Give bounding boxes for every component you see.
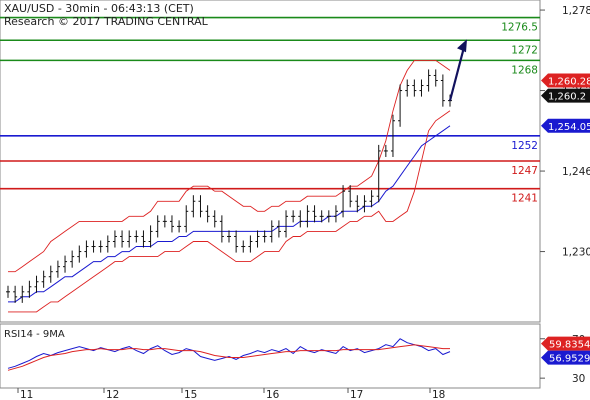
forecast-arrow-group bbox=[448, 39, 467, 101]
forecast-arrow-line bbox=[448, 46, 466, 101]
bollinger-lower-line bbox=[8, 110, 451, 313]
price-tag-ma bbox=[541, 118, 590, 133]
rsi-tag-rsi_ma bbox=[541, 336, 590, 351]
rsi-lines bbox=[7, 338, 451, 371]
level-label-1241: 1241 bbox=[511, 193, 538, 205]
levels: 1276.5 1272 1268 1252 1247 1241 bbox=[0, 16, 540, 205]
forecast-arrow-head bbox=[457, 39, 467, 53]
time-tick-label: 17 bbox=[350, 389, 363, 400]
time-tick-label: 15 bbox=[184, 389, 197, 400]
rsi-tick-label: 30 bbox=[572, 373, 585, 385]
bollinger-upper-line bbox=[8, 59, 451, 273]
price-tag-bollinger bbox=[541, 73, 590, 88]
price-tag-label-current: 1,260.2 bbox=[548, 92, 586, 103]
time-tick-label: 11 bbox=[20, 389, 33, 400]
level-label-1272: 1272 bbox=[511, 44, 538, 56]
copyright-text: Research © 2017 TRADING CENTRAL bbox=[4, 15, 209, 28]
price-tag-current bbox=[541, 88, 590, 103]
price-tick-label: 1,278 bbox=[562, 5, 590, 17]
price-tick-label: 1,230 bbox=[562, 247, 590, 259]
rsi-tag-label-rsi: 56.9529 bbox=[549, 354, 590, 365]
price-tag-label-ma: 1,254.05 bbox=[548, 122, 590, 133]
rsi-plot-frame bbox=[0, 323, 541, 389]
time-tick-label: 12 bbox=[106, 389, 119, 400]
rsi-title: RSI14 - 9MA bbox=[4, 329, 65, 340]
level-label-1247: 1247 bbox=[511, 165, 538, 177]
price-tag-label-bollinger: 1,260.28 bbox=[548, 77, 590, 88]
price-axis: 1,2781,2621,2461,2301,260.281,260.21,254… bbox=[540, 5, 590, 385]
rsi-ma-line bbox=[7, 344, 450, 371]
chart-title: XAU/USD - 30min - 06:43:13 (CET) bbox=[4, 2, 194, 15]
candles bbox=[6, 69, 452, 303]
time-axis: 11 12 15 16 17 18 bbox=[17, 388, 445, 400]
rsi-plot: RSI14 - 9MA bbox=[0, 323, 541, 389]
level-label-1252: 1252 bbox=[511, 140, 538, 152]
level-label-1276.5: 1276.5 bbox=[501, 22, 538, 34]
price-tick-label: 1,246 bbox=[562, 166, 590, 178]
rsi-tag-label-rsi_ma: 59.8354 bbox=[549, 340, 590, 351]
level-label-1268: 1268 bbox=[511, 64, 538, 76]
main-plot: 1276.5 1272 1268 1252 1247 1241 XAU/USD - 30m… bbox=[0, 0, 541, 323]
time-tick-label: 18 bbox=[432, 389, 445, 400]
time-tick-label: 16 bbox=[266, 389, 280, 400]
rsi-tag-rsi bbox=[541, 350, 590, 365]
